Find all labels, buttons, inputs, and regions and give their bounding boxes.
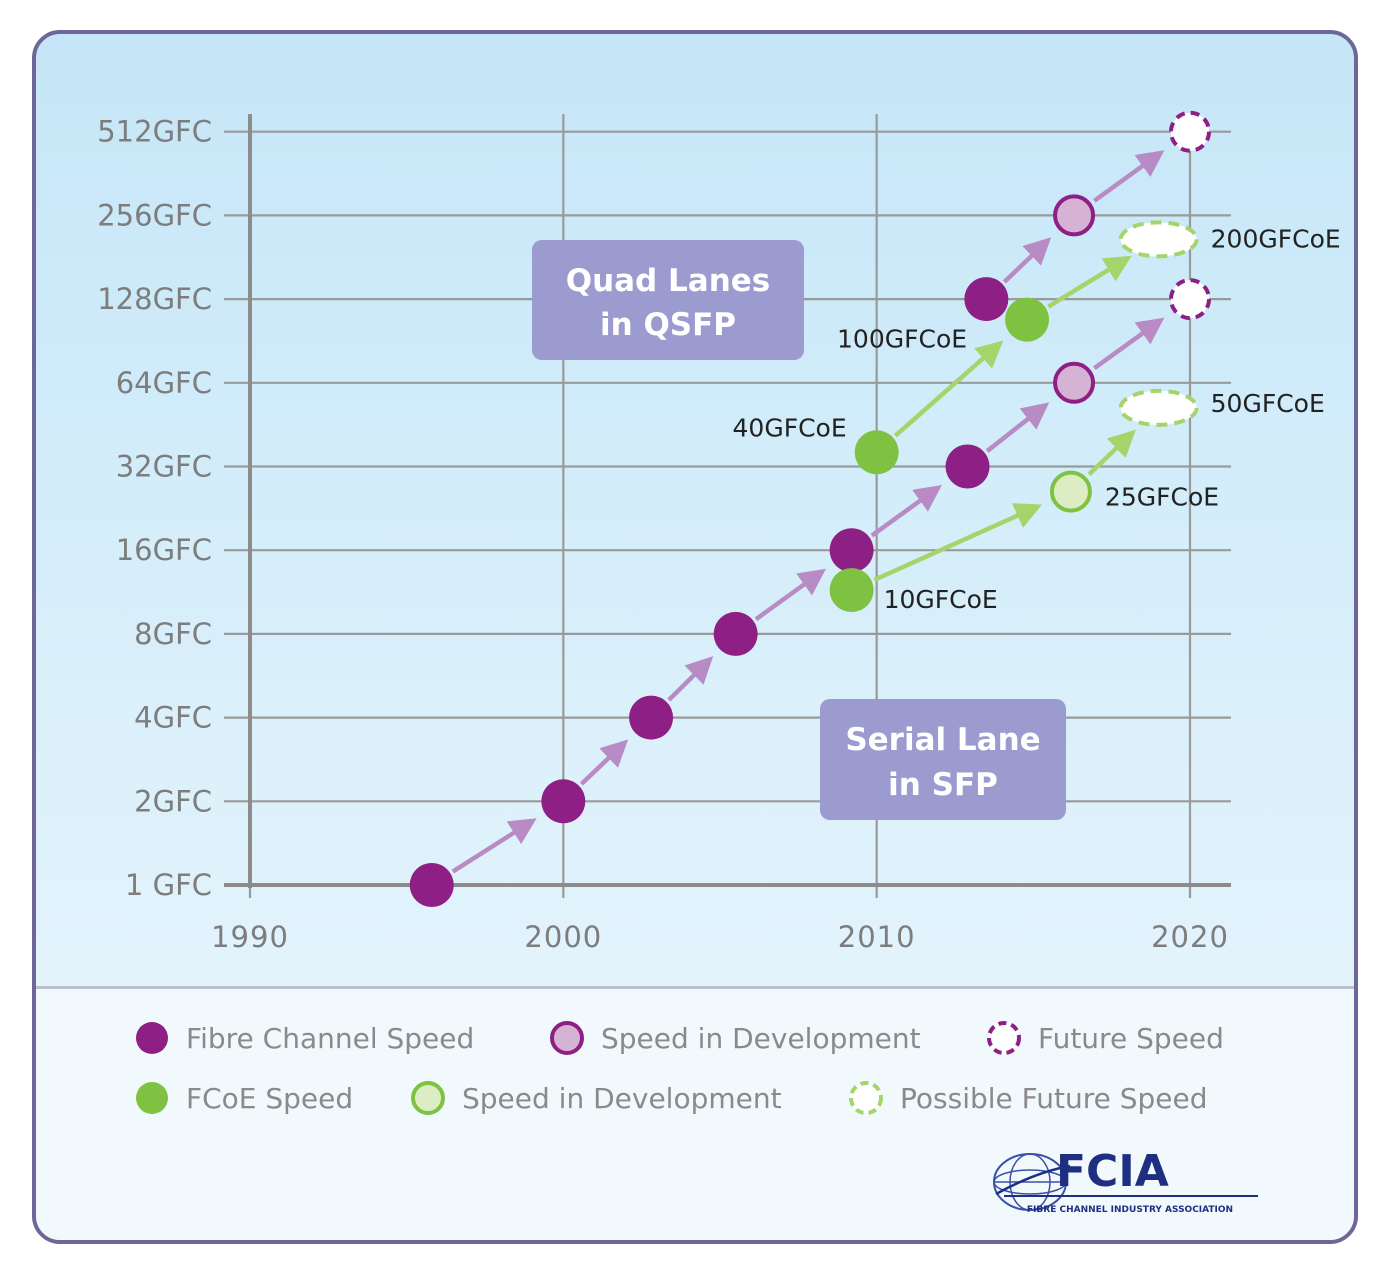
legend-label: Speed in Development [601,1022,921,1055]
quad-lanes-annotation: Quad Lanes in QSFP [532,240,804,360]
fc-point [541,779,586,824]
fcia-wordmark: FCIA [1056,1146,1169,1197]
x-tick-label: 2020 [1151,920,1229,954]
legend-swatch [550,1021,584,1055]
fc-arrow [870,484,942,538]
quad-lanes-line-2: in QSFP [600,307,736,343]
legend-swatch [987,1021,1021,1055]
y-tick-label: 512GFC [97,115,212,149]
fc-arrow [667,656,714,702]
axes [224,114,1231,888]
fc-future-point [1169,278,1211,321]
y-tick-label: 16GFC [116,533,212,567]
fc-arrow [985,402,1050,453]
fc-point [409,863,454,907]
fcoe-point [1005,297,1050,342]
legend-panel [36,986,1354,1240]
fc-arrow [1002,237,1052,284]
quad-lanes-line-1: Quad Lanes [566,263,771,299]
point-label: 25GFCoE [1105,483,1219,512]
serial-lane-line-1: Serial Lane [845,722,1040,758]
x-tick-labels: 1990 2000 2010 2020 [211,920,1229,954]
fc-arrow [754,568,826,622]
y-tick-labels: 1 GFC 2GFC 4GFC 8GFC 16GFC 32GFC 64GFC 128GFC 25… [97,115,212,902]
y-tick-label: 2GFC [134,784,212,818]
fc-arrow [1093,150,1165,203]
fcoe-arrow [873,503,1043,582]
y-tick-label: 128GFC [97,282,212,316]
fcoe-dev-point [1049,470,1092,513]
fcia-logo: FCIA FIBRE CHANNEL INDUSTRY ASSOCIATION [993,1146,1258,1215]
fcoe-arrow [1087,429,1136,476]
point-label: 200GFCoE [1211,224,1341,253]
fc-arrow [1093,317,1165,370]
point-label: 10GFCoE [884,585,998,614]
fc-point [945,444,990,489]
data-points [409,110,1211,907]
fcoe-arrow [893,340,1004,438]
point-label: 50GFCoE [1211,389,1325,418]
arrows [451,150,1165,874]
fc-dev-point [1053,361,1096,404]
globe-icon [993,1153,1071,1211]
speed-roadmap-chart: 1 GFC 2GFC 4GFC 8GFC 16GFC 32GFC 64GFC 128GFC 25… [97,110,1341,1215]
y-tick-label: 64GFC [116,366,212,400]
y-tick-label: 256GFC [97,198,212,232]
fcoe-future-point [1118,220,1199,259]
legend-swatch [411,1081,445,1115]
y-tick-label: 1 GFC [125,868,212,902]
legend-swatch [136,1082,168,1114]
fcoe-arrow [1047,255,1132,309]
fcoe-future-point [1118,388,1199,427]
legend-swatch [849,1081,883,1115]
fc-arrow [451,818,537,874]
fcoe-point [854,430,899,475]
serial-lane-box [820,699,1066,820]
fc-future-point [1169,110,1211,153]
point-labels: 10GFCoE 40GFCoE 100GFCoE 25GFCoE 50GFCoE 200G… [733,224,1341,614]
y-tick-label: 32GFC [116,450,212,484]
chart-frame: 1 GFC 2GFC 4GFC 8GFC 16GFC 32GFC 64GFC 128GFC 25… [32,30,1358,1244]
legend-swatch [136,1022,168,1054]
fc-point [629,695,674,740]
x-tick-label: 2010 [838,920,916,954]
fc-point [964,277,1009,322]
fc-dev-point [1053,194,1096,237]
x-tick-label: 2000 [524,920,602,954]
serial-lane-line-2: in SFP [888,767,998,803]
legend-label: Speed in Development [462,1082,782,1115]
fc-arrow [579,739,629,786]
legend-label: Fibre Channel Speed [186,1022,474,1055]
legend-label: FCoE Speed [186,1082,353,1115]
fc-point [713,611,758,656]
x-tick-label: 1990 [211,920,289,954]
point-label: 100GFCoE [837,325,967,354]
legend: Fibre Channel Speed Speed in Development F… [136,1021,1224,1115]
quad-lanes-box [532,240,804,360]
legend-label: Future Speed [1038,1022,1224,1055]
y-tick-label: 8GFC [134,617,212,651]
fcoe-point [829,568,874,613]
fc-point [829,528,874,573]
y-tick-label: 4GFC [134,701,212,735]
fcia-tagline: FIBRE CHANNEL INDUSTRY ASSOCIATION [1027,1205,1233,1215]
serial-lane-annotation: Serial Lane in SFP [820,699,1066,820]
legend-label: Possible Future Speed [900,1082,1208,1115]
point-label: 40GFCoE [733,413,847,442]
